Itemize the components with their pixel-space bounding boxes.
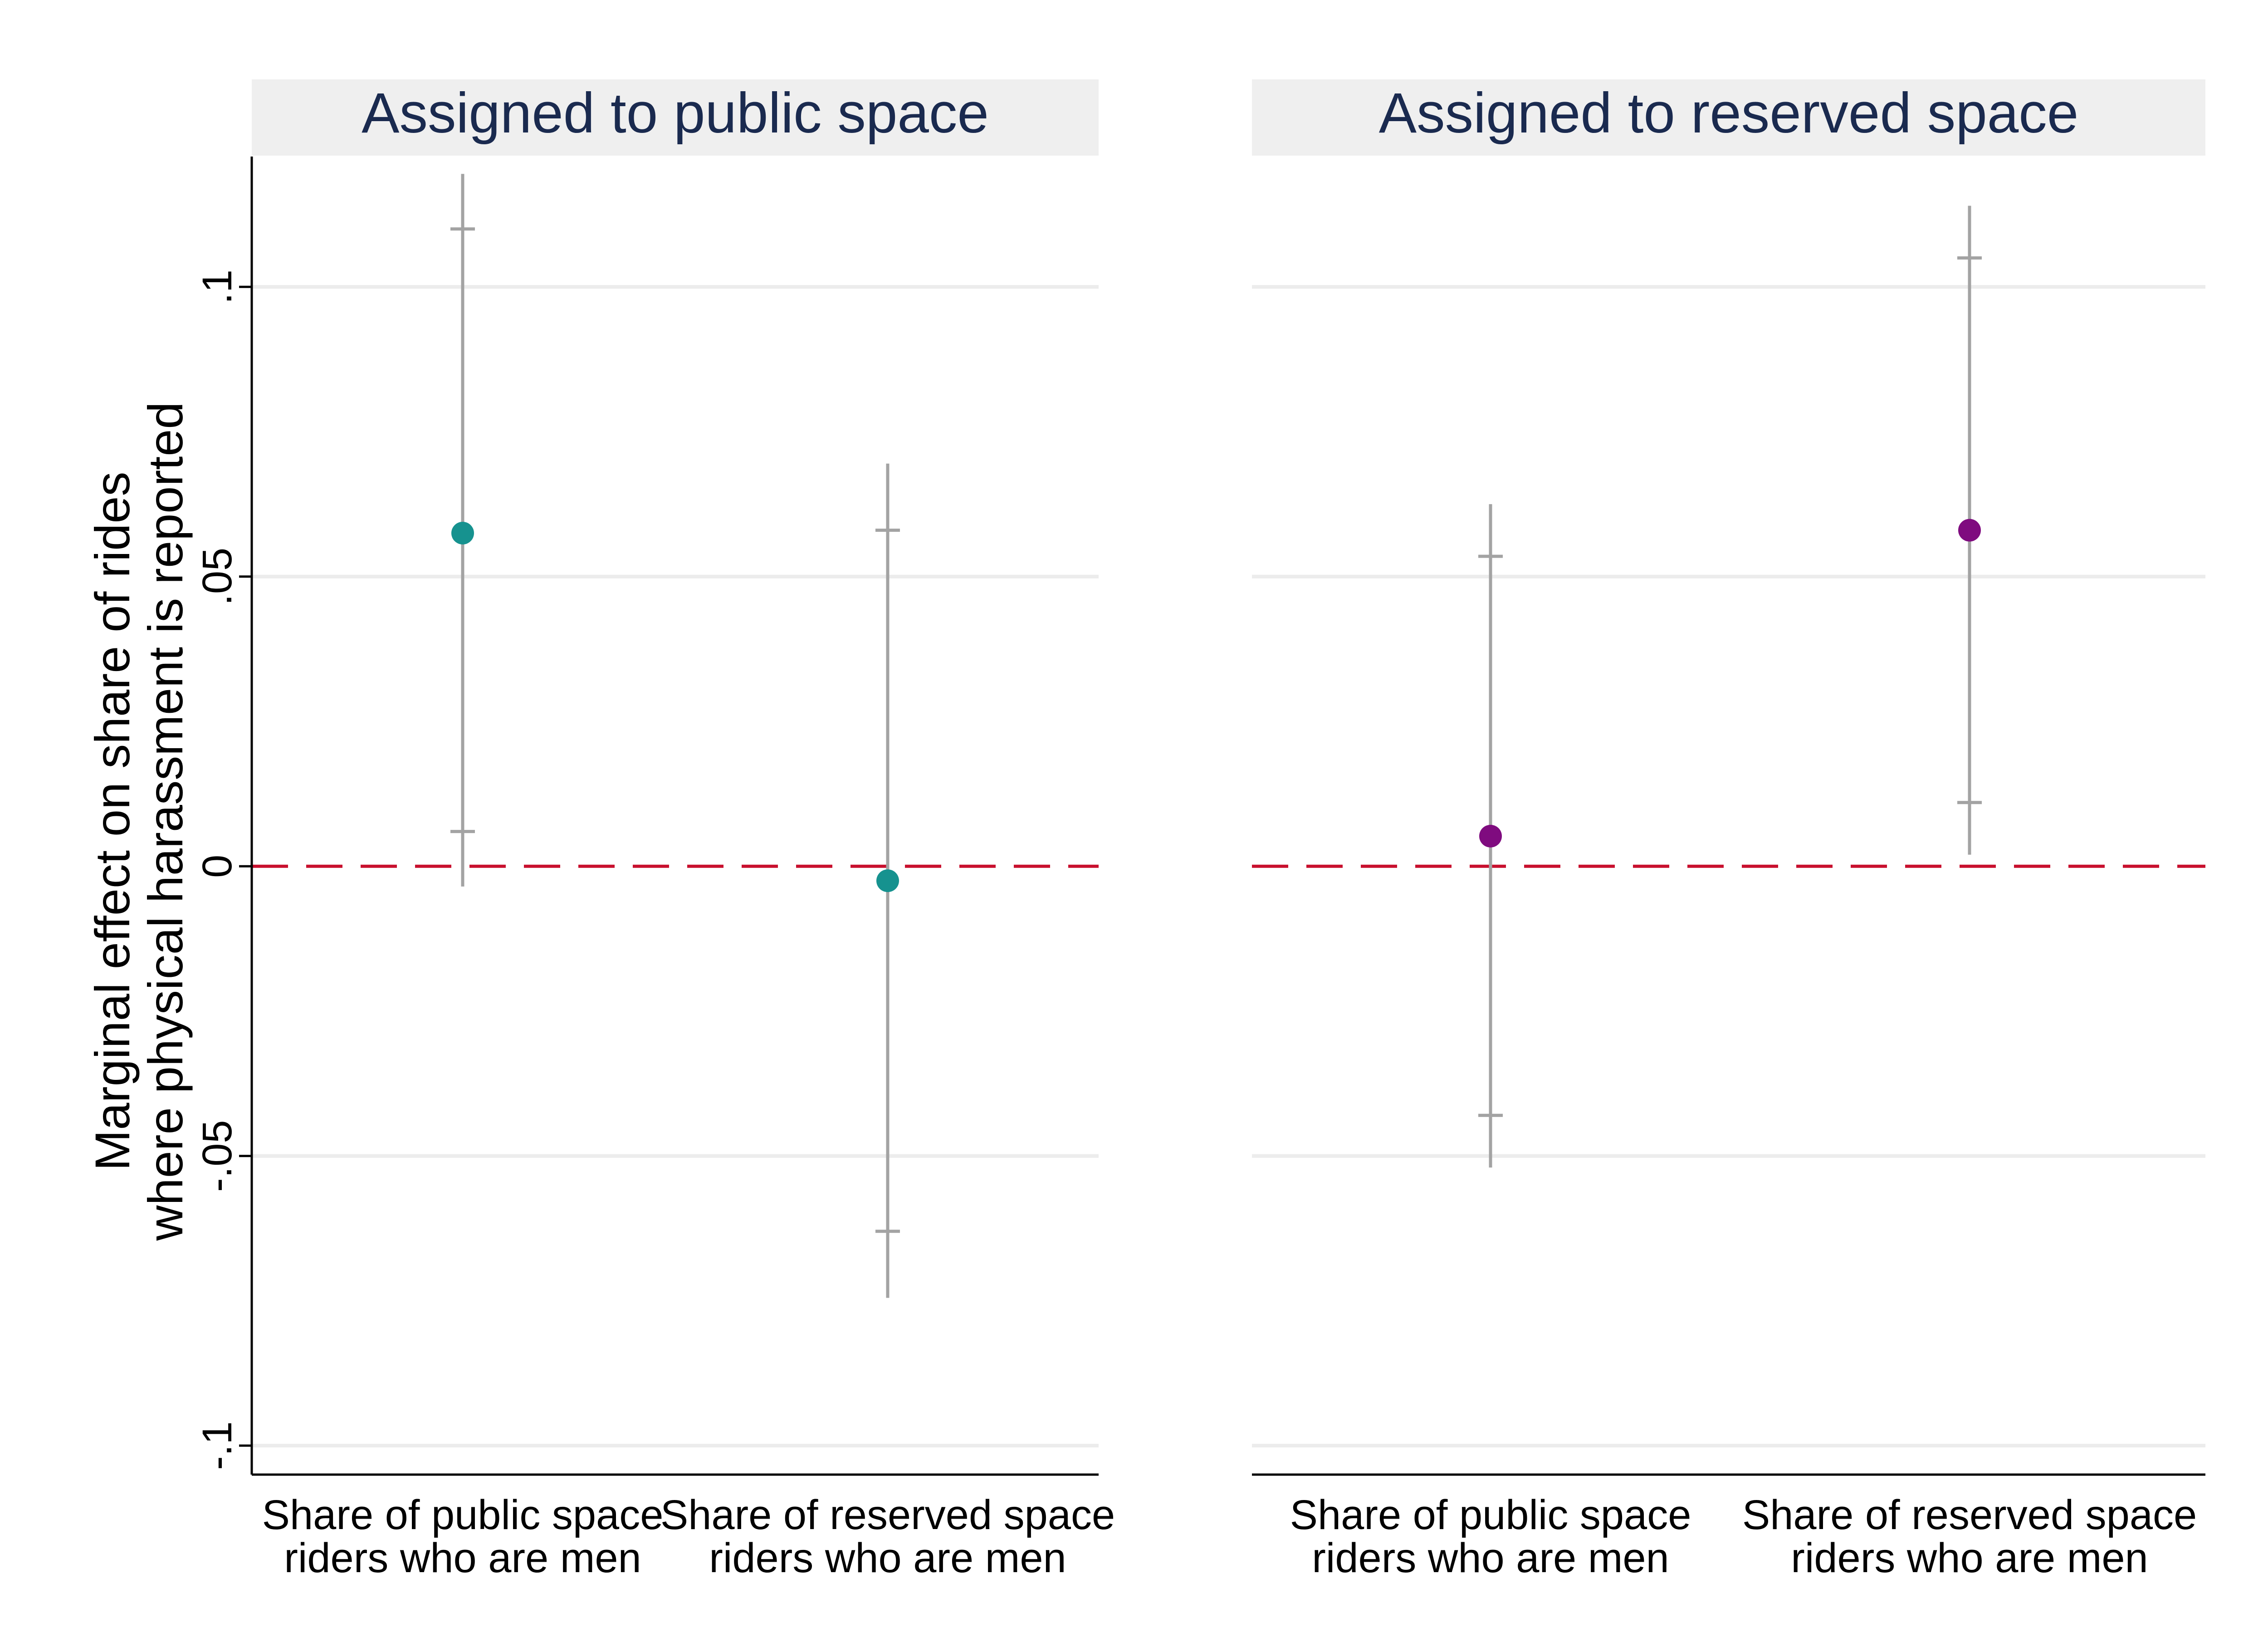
x-tick-label: Share of public space — [262, 1492, 664, 1538]
x-tick-label: riders who are men — [1791, 1535, 2148, 1581]
y-tick-label: 0 — [194, 855, 240, 878]
y-tick-label: .1 — [194, 270, 240, 304]
point-estimate — [876, 869, 899, 892]
panel-header — [252, 79, 1099, 156]
panel-title: Assigned to reserved space — [1379, 82, 2079, 145]
y-tick-label: -.1 — [194, 1421, 240, 1470]
point-estimate — [1479, 824, 1502, 848]
x-tick-label: Share of public space — [1290, 1492, 1691, 1538]
x-tick-label: riders who are men — [1312, 1535, 1669, 1581]
x-tick-label: Share of reserved space — [1742, 1492, 2197, 1538]
point-estimate — [451, 522, 474, 544]
y-axis-title: where physical harassment is reported — [138, 402, 193, 1241]
panel-title: Assigned to public space — [362, 82, 989, 145]
y-tick-label: .05 — [194, 548, 240, 606]
point-estimate — [1958, 519, 1981, 542]
y-axis-title: Marginal effect on share of rides — [85, 472, 140, 1171]
x-tick-label: riders who are men — [284, 1535, 641, 1581]
x-tick-label: Share of reserved space — [660, 1492, 1115, 1538]
panel-header — [1252, 79, 2205, 156]
x-tick-label: riders who are men — [709, 1535, 1066, 1581]
y-tick-label: -.05 — [194, 1120, 240, 1192]
